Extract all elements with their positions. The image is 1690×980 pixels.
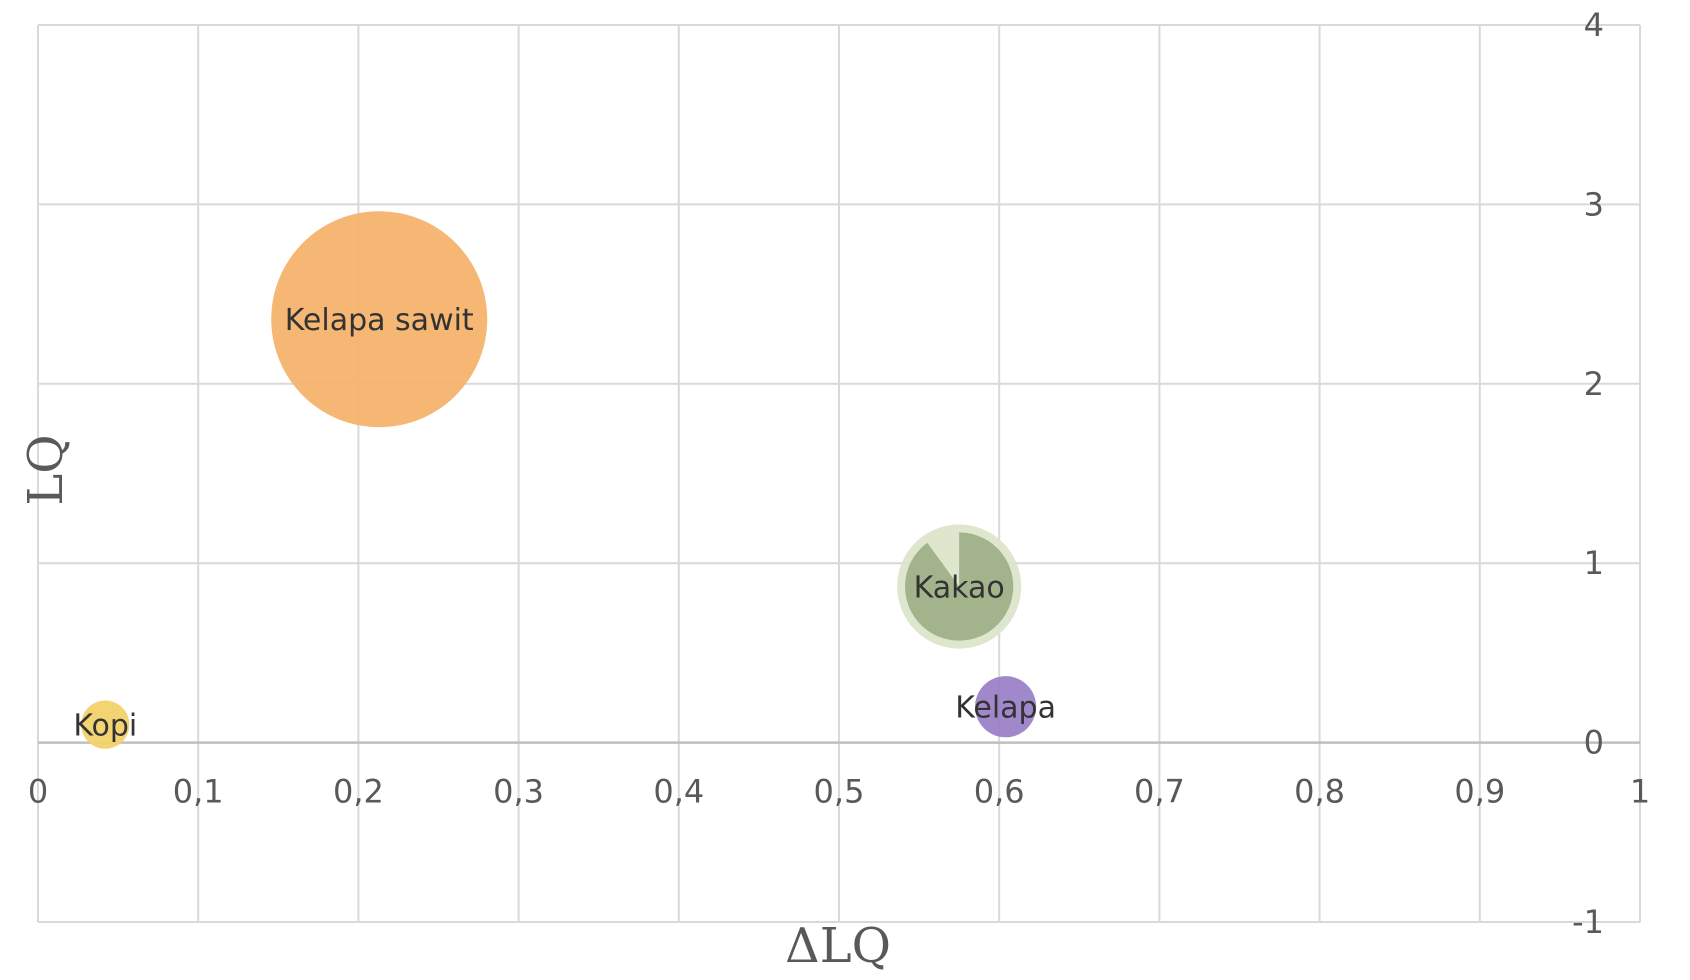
y-tick-label: 2 [1584,365,1604,403]
y-tick-label: 4 [1584,6,1604,44]
bubble-kopi: Kopi [73,700,137,749]
x-tick-label: 0,2 [333,773,384,811]
y-tick-label: -1 [1572,903,1604,941]
bubble-kelapa: Kelapa [955,676,1056,738]
x-tick-label: 0,9 [1454,773,1505,811]
x-tick-label: 0,8 [1294,773,1345,811]
bubble-kelapa-sawit-circle [271,211,488,428]
x-tick-label: 1 [1630,773,1650,811]
x-tick-label: 0,5 [814,773,865,811]
x-tick-label: 0,1 [173,773,224,811]
x-tick-label: 0,7 [1134,773,1185,811]
bubble-kakao-inner [904,532,1014,641]
y-axis-title: LQ [18,434,74,505]
bubble-label-kelapa: Kelapa [955,691,1056,726]
bubble-label-kakao: Kakao [914,571,1005,606]
y-tick-label: 3 [1584,185,1604,223]
x-tick-label: 0,6 [974,773,1025,811]
y-tick-label: 0 [1584,724,1604,762]
bubble-kakao: Kakao [897,524,1022,649]
bubble-kopi-circle [81,700,130,749]
x-tick-label: 0,3 [493,773,544,811]
grid-lines [37,24,1641,923]
bubbles: Kelapa sawit Kakao Kelapa Kopi [73,211,1056,749]
bubble-kelapa-circle [975,676,1037,738]
bubble-kelapa-sawit: Kelapa sawit [271,211,488,428]
x-axis-title: ΔLQ [785,918,891,974]
bubble-label-kopi: Kopi [73,709,137,744]
bubble-label-kelapa-sawit: Kelapa sawit [285,303,474,338]
y-tick-label: 1 [1584,544,1604,582]
x-tick-label: 0 [28,773,48,811]
x-tick-label: 0,4 [653,773,704,811]
